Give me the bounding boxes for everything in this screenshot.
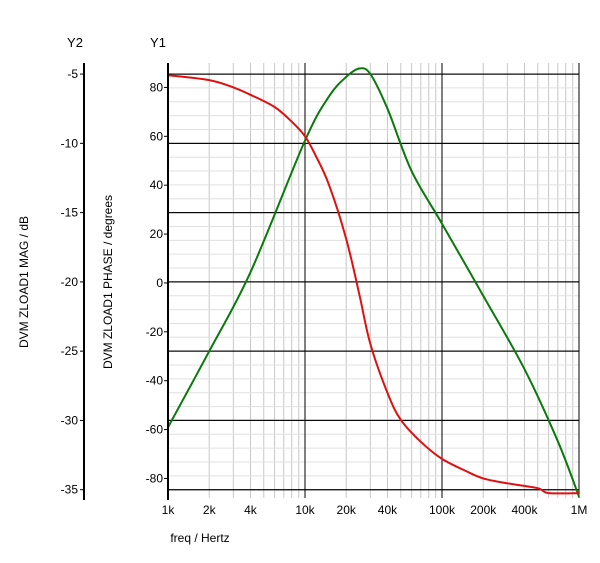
phase-series-line — [167, 74, 580, 495]
magnitude-series-line — [167, 67, 580, 497]
x-axis-label: freq / Hertz — [170, 531, 229, 545]
y2-tick-label: -25 — [61, 344, 79, 358]
y1-tick-label: 60 — [150, 129, 164, 143]
plot-axes: -5 -10 -15 -20 -25 -30 -35 80 60 40 20 0 -20 -40 -60 -8… — [61, 63, 588, 517]
x-tick-label: 100k — [429, 503, 456, 517]
x-tick-label: 20k — [337, 503, 357, 517]
y1-axis-label: DVM ZLOAD1 PHASE / degrees — [101, 195, 115, 369]
x-tick-label: 400k — [511, 503, 538, 517]
x-tick-label: 4k — [244, 503, 258, 517]
y1-tick-label: 20 — [150, 227, 164, 241]
y2-tick-label: -10 — [61, 136, 79, 150]
y2-tick-label: -35 — [61, 483, 79, 497]
x-tick-label: 40k — [378, 503, 398, 517]
y2-tick-label: -15 — [61, 206, 79, 220]
y2-tick-label: -30 — [61, 413, 79, 427]
x-tick-label: 1k — [162, 503, 176, 517]
plot-curves — [167, 67, 580, 497]
x-tick-label: 200k — [470, 503, 497, 517]
y1-axis-name: Y1 — [150, 35, 166, 50]
y2-tick-label: -20 — [61, 275, 79, 289]
y1-tick-label: 0 — [156, 276, 163, 290]
y1-tick-label: 40 — [150, 178, 164, 192]
plot-grid — [167, 63, 580, 498]
y2-axis-name: Y2 — [67, 35, 83, 50]
plot-labels: Y2 Y1 DVM ZLOAD1 MAG / dB DVM ZLOAD1 PHA… — [17, 35, 230, 545]
y1-tick-label: -80 — [146, 471, 164, 485]
x-tick-label: 2k — [203, 503, 217, 517]
y1-tick-label: -60 — [146, 423, 164, 437]
y2-axis-label: DVM ZLOAD1 MAG / dB — [17, 216, 31, 348]
y2-tick-label: -5 — [67, 67, 78, 81]
y1-tick-label: -40 — [146, 374, 164, 388]
x-tick-label: 1M — [571, 503, 588, 517]
y1-tick-label: 80 — [150, 80, 164, 94]
x-tick-label: 10k — [295, 503, 315, 517]
y1-tick-label: -20 — [146, 325, 164, 339]
